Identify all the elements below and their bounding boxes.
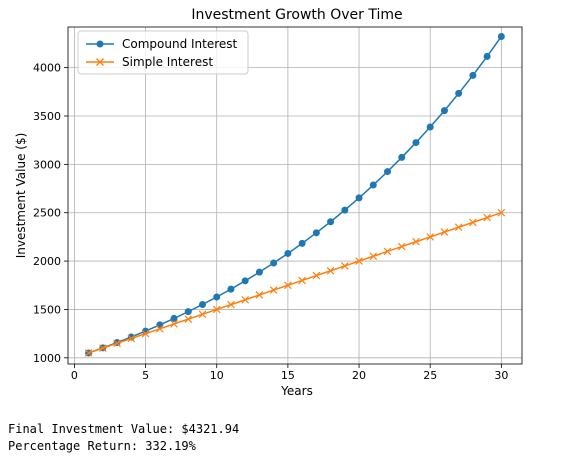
- x-tick-label: 10: [210, 369, 224, 382]
- compound-interest-point: [227, 285, 235, 293]
- compound-interest-point: [298, 239, 306, 247]
- legend-marker-compound: [96, 40, 104, 48]
- compound-interest-point: [213, 293, 221, 301]
- compound-interest-point: [455, 89, 463, 97]
- simple-interest-point: [483, 213, 491, 222]
- compound-interest-point: [341, 206, 349, 214]
- compound-interest-point: [312, 229, 320, 237]
- series-layer: [84, 32, 506, 357]
- simple-interest-point: [326, 266, 335, 275]
- legend-label-compound: Compound Interest: [122, 37, 238, 51]
- compound-interest-point: [170, 314, 178, 322]
- simple-interest-point: [198, 310, 207, 319]
- plot-area: [68, 27, 522, 364]
- simple-interest-point: [127, 334, 136, 343]
- simple-interest-point: [284, 281, 292, 290]
- simple-interest-point: [383, 247, 392, 256]
- compound-interest-point: [241, 277, 249, 285]
- y-tick-label: 3500: [33, 110, 61, 123]
- y-axis-label: Investment Value ($): [14, 133, 28, 259]
- axis-ticks: 0 5 10 15 20 25 30 1000 1500 2000 2500 3000 3500 4000: [33, 62, 508, 382]
- x-tick-label: 20: [352, 369, 366, 382]
- compound-interest-point: [270, 259, 278, 267]
- simple-interest-point: [184, 315, 193, 323]
- final-value-output: Final Investment Value: $4321.94: [8, 422, 240, 436]
- y-tick-label: 4000: [33, 62, 61, 75]
- y-tick-label: 3000: [33, 158, 61, 171]
- x-tick-label: 5: [142, 369, 149, 382]
- compound-interest-point: [440, 107, 448, 115]
- simple-interest-point: [469, 218, 477, 227]
- simple-interest-point: [497, 208, 506, 217]
- compound-interest-point: [426, 123, 434, 131]
- simple-interest-point: [141, 329, 150, 338]
- y-tick-label: 2000: [33, 255, 61, 268]
- simple-interest-point: [84, 349, 93, 357]
- y-tick-label: 1500: [33, 303, 61, 316]
- legend-box: [77, 30, 249, 75]
- compound-interest-point: [369, 181, 377, 189]
- compound-interest-point: [497, 32, 505, 40]
- compound-interest-point: [255, 268, 263, 276]
- plot-frame: [67, 26, 523, 365]
- simple-interest-point: [426, 233, 435, 241]
- simple-interest-point: [412, 237, 420, 246]
- compound-interest-point: [284, 249, 292, 257]
- y-tick-label: 2500: [33, 207, 61, 220]
- x-tick-label: 15: [281, 369, 295, 382]
- compound-interest-point: [398, 153, 406, 161]
- y-tick-label: 1000: [33, 352, 61, 365]
- x-axis-label: Years: [280, 384, 313, 398]
- percentage-return-output: Percentage Return: 332.19%: [8, 439, 196, 453]
- simple-interest-point: [440, 228, 449, 236]
- legend-label-simple: Simple Interest: [122, 55, 213, 69]
- legend-marker-simple: [96, 58, 104, 66]
- simple-interest-point: [212, 305, 221, 314]
- x-tick-label: 25: [423, 369, 437, 382]
- compound-interest-point: [384, 168, 392, 176]
- compound-interest-point: [198, 300, 206, 308]
- legend: Compound Interest Simple Interest: [77, 30, 249, 75]
- x-tick-label: 0: [71, 369, 78, 382]
- simple-interest-point: [340, 262, 349, 270]
- simple-interest-point: [227, 300, 235, 309]
- compound-interest-point: [355, 194, 363, 202]
- simple-interest-line: [88, 212, 502, 354]
- simple-interest-point: [454, 223, 463, 232]
- simple-interest-point: [269, 286, 278, 294]
- compound-interest-point: [184, 308, 192, 316]
- simple-interest-point: [113, 339, 121, 348]
- x-tick-label: 30: [494, 369, 508, 382]
- simple-interest-point: [99, 344, 107, 352]
- investment-chart: 0 5 10 15 20 25 30 1000 1500 2000 2500 3000 3500 4000…: [14, 7, 523, 398]
- simple-interest-point: [355, 257, 363, 265]
- simple-interest-point: [155, 324, 164, 333]
- chart-title: Investment Growth Over Time: [191, 7, 402, 23]
- simple-interest-point: [255, 291, 264, 299]
- compound-interest-point: [327, 218, 335, 226]
- simple-interest-point: [369, 252, 378, 261]
- simple-interest-point: [298, 276, 306, 285]
- simple-interest-point: [241, 295, 250, 304]
- simple-interest-point: [170, 320, 178, 328]
- compound-interest-point: [483, 52, 491, 60]
- compound-interest-point: [412, 139, 420, 147]
- compound-interest-point: [469, 71, 477, 79]
- simple-interest-point: [312, 271, 321, 280]
- simple-interest-point: [397, 242, 406, 251]
